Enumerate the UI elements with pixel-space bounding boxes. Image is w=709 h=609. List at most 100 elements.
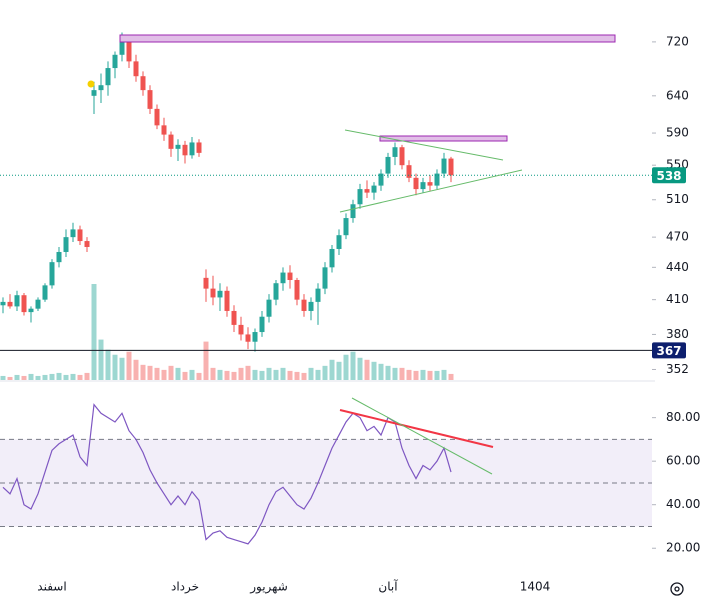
candle-body [189,142,195,156]
trend-line [339,169,523,213]
event-dot [87,80,95,88]
volume-bar [329,359,335,380]
drawing-layer [0,41,656,549]
volume-bar [336,361,342,380]
y-tick-label: 590 [666,126,689,140]
candle-body [161,125,167,135]
volume-bar [21,375,27,380]
candle-body [133,61,139,77]
candle-body [420,182,426,190]
volume-bar [168,365,174,380]
candle-body [252,332,258,342]
candle-body [315,288,321,302]
volume-bar [392,367,398,380]
volume-bar [119,357,125,380]
volume-bar [35,375,41,380]
settings-icon[interactable] [670,582,684,596]
candle-body [301,299,307,311]
trend-line [344,129,504,161]
trend-line [339,409,494,448]
candle-body [105,68,111,86]
candle-body [217,290,223,298]
candle-body [238,324,244,335]
volume-bar [203,341,209,380]
volume-bar [350,351,356,380]
rsi-line [2,403,452,545]
candle-body [84,241,90,247]
volume-bar [154,367,160,380]
candle-body [448,158,454,176]
volume-bar [343,354,349,380]
volume-bar [49,373,55,380]
candle-body [427,182,433,186]
volume-bar [266,367,272,380]
volume-bar [70,373,76,380]
y-tick-label: 640 [666,88,689,102]
volume-bar [224,370,230,380]
candle-body [154,108,160,126]
candle-body [210,288,216,298]
candle-body [119,38,125,55]
candle-body [63,237,69,252]
candle-body [266,299,272,317]
candle-body [231,310,237,325]
volume-bar [434,370,440,380]
candle-body [322,267,328,289]
volume-bar [147,365,153,380]
volume-bar [420,369,426,380]
zone [119,34,616,43]
x-tick-label: خرداد [171,580,199,595]
candle-body [273,283,279,300]
annotation-layer [0,34,684,596]
volume-bar [427,370,433,380]
volume-bar [161,369,167,380]
settings-icon-center [674,586,680,592]
volume-bar [315,369,321,380]
volume-bar [126,351,132,380]
volume-bar [217,369,223,380]
y-tick-label: 720 [666,34,689,48]
candle-body [371,185,377,193]
level-label-box [652,342,686,359]
volume-bar [56,372,62,380]
candle-body [287,272,293,280]
candle-body [140,76,146,91]
candle-body [245,334,251,342]
last-price-label: 538 [656,169,681,183]
candle-body [399,147,405,166]
volume-bar [252,369,258,380]
volume-bar [259,370,265,380]
candle-body [336,235,342,249]
candle-body [406,165,412,178]
volume-bar [448,373,454,380]
y-tick-label: 380 [666,327,689,341]
x-tick-label: 1404 [520,580,551,594]
candle-body [98,85,104,91]
candle-body [91,90,97,96]
candle-body [343,218,349,236]
volume-bar [105,349,111,380]
candle-body [126,38,132,62]
candle-body [182,144,188,156]
volume-bar [7,376,13,380]
volume-bar [308,367,314,380]
volume-bar [364,359,370,380]
candle-body [350,204,356,219]
volume-bar [112,354,118,380]
volume-bar [91,284,97,380]
volume-bar [378,363,384,380]
volume-bar [294,371,300,380]
y-tick-label: 80.00 [666,410,700,424]
volume-bar [28,373,34,380]
last-price-box [652,167,686,184]
candle-body [385,156,391,174]
y-tick-label: 40.00 [666,497,700,511]
y-tick-label: 352 [666,362,689,376]
candle-body [364,189,370,193]
volume-bar [98,339,104,380]
volume-bar [42,374,48,380]
volume-bar [238,367,244,380]
candle-body [70,229,76,238]
